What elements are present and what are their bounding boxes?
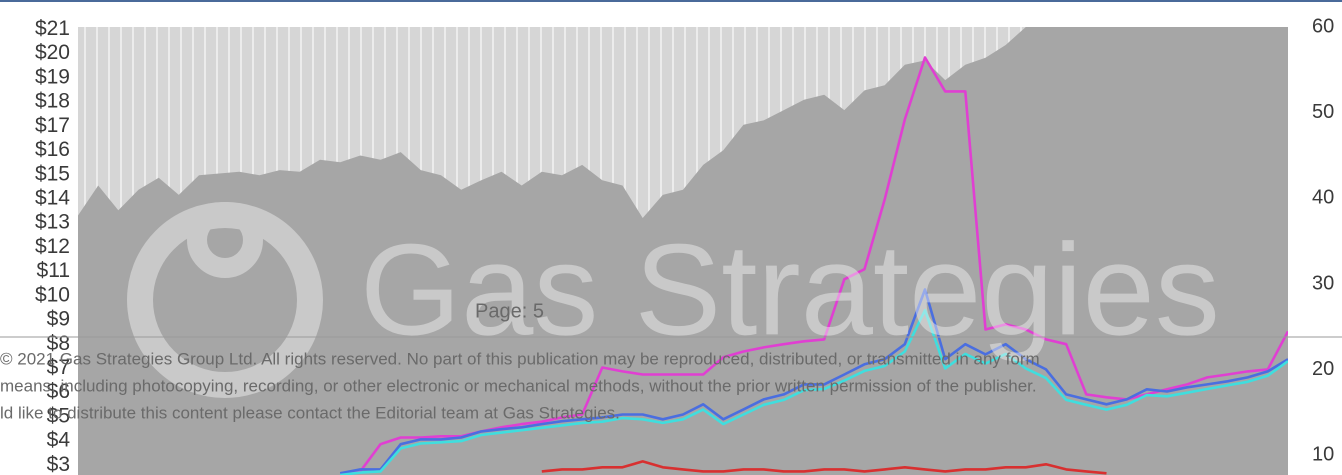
- y-tick-label: $6: [47, 380, 70, 403]
- watermark-logo: [127, 202, 323, 398]
- y-tick-label: $8: [47, 332, 70, 355]
- y-tick-label: $18: [35, 90, 70, 113]
- line: [541, 460, 1107, 475]
- footer-line: means, including photocopying, recording…: [0, 376, 1037, 395]
- y-tick-label: $5: [47, 404, 70, 427]
- y-tick-label: $15: [35, 162, 70, 185]
- watermark-text: Gas Strategies: [360, 216, 1220, 362]
- y-tick-label: $12: [35, 235, 70, 258]
- plot-area: [78, 27, 1288, 475]
- y-tick-label: $11: [37, 259, 70, 282]
- y-tick-label: $9: [47, 308, 70, 331]
- top-border: [0, 0, 1342, 2]
- y2-tick-label: 30: [1312, 272, 1334, 294]
- y-tick-label: $14: [35, 186, 70, 209]
- y2-tick-label: 20: [1312, 358, 1334, 380]
- page-number: Page: 5: [475, 300, 544, 322]
- y-tick-label: $4: [47, 429, 71, 452]
- y-tick-label: $21: [35, 17, 70, 40]
- y2-tick-label: 40: [1312, 187, 1334, 209]
- y-tick-label: $3: [47, 453, 70, 475]
- y-tick-label: $10: [35, 283, 70, 306]
- line: [339, 288, 1288, 475]
- watermark-logo: [187, 202, 263, 278]
- y-tick-label: $16: [35, 138, 70, 161]
- line: [340, 309, 1288, 475]
- watermark-group: Gas Strategies: [127, 202, 1220, 398]
- y-tick-label: $13: [35, 211, 70, 234]
- y-tick-label: $19: [35, 65, 70, 88]
- y2-tick-label: 50: [1312, 101, 1334, 123]
- y-tick-label: $20: [35, 41, 70, 64]
- axes: $21$20$19$18$17$16$15$14$13$12$11$10$9$8…: [35, 15, 1334, 475]
- y-tick-label: $17: [35, 114, 70, 137]
- y2-tick-label: 60: [1312, 15, 1334, 37]
- y2-tick-label: 10: [1312, 444, 1334, 466]
- footer-line: ld like to distribute this content pleas…: [0, 403, 620, 422]
- footer-line: © 2021 Gas Strategies Group Ltd. All rig…: [0, 349, 1040, 368]
- y-tick-label: $7: [47, 356, 70, 379]
